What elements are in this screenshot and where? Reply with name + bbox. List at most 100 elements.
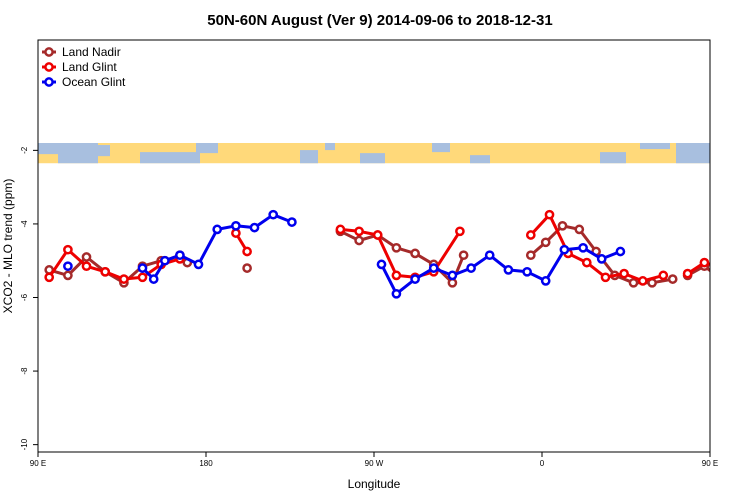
ocean-glint-point-1-0 [137,263,148,273]
ocean-glint-point-2-12 [596,254,607,264]
ocean-glint-point-2-11 [578,242,588,253]
land-nadir-point-4-0 [525,250,536,261]
series-layer [44,209,710,299]
land-nadir-point-3-1 [354,235,364,246]
map-ocean-8 [432,143,450,153]
map-ocean-7 [360,153,385,164]
ocean-glint-point-0-0 [63,261,73,272]
ocean-glint-point-1-3 [175,250,185,261]
x-tick-label-0: 90 E [30,459,46,468]
tick-layer: 90 E 180 90 W 0 90 E -2 -4 -6 -8 -10 [20,146,718,468]
land-nadir-point-3-7 [458,250,469,261]
land-glint-point-0-0 [44,272,55,283]
land-glint-point-2-0 [335,224,346,235]
x-tick-label-1: 180 [199,459,213,468]
x-axis-label: Longitude [348,477,401,491]
land-glint-point-4-1 [699,257,710,268]
land-nadir-point-2-0 [242,263,252,273]
map-ocean-9 [470,155,490,164]
ocean-glint-point-1-4 [193,259,204,270]
map-ocean-11 [640,143,670,150]
land-glint-point-0-3 [100,266,111,277]
map-ocean-1 [58,143,98,164]
land-glint-point-3-4 [600,272,611,283]
land-nadir-point-4-2 [557,220,568,231]
land-glint-point-3-6 [637,276,648,286]
map-ocean-10 [600,152,626,164]
land-glint-point-3-5 [619,268,629,279]
legend-marker-land-nadir [44,47,54,57]
land-glint-point-0-1 [63,244,73,255]
ocean-glint-point-1-5 [212,224,223,235]
land-glint-point-3-3 [581,257,592,268]
ocean-glint-point-2-0 [376,259,387,270]
ocean-glint-point-2-13 [615,246,626,257]
land-glint-point-0-4 [119,274,129,284]
land-glint-point-3-1 [544,209,555,220]
series-ocean-glint [63,209,626,299]
ocean-glint-point-2-8 [522,266,532,277]
x-tick-label-4: 90 E [702,459,718,468]
ocean-glint-point-1-7 [249,222,260,233]
ocean-glint-point-1-9 [287,217,297,227]
land-nadir-point-3-3 [391,242,402,253]
ocean-glint-point-2-10 [559,244,570,255]
land-nadir-point-3-4 [410,248,420,259]
land-glint-point-1-1 [242,246,252,257]
legend-label-ocean-glint: Ocean Glint [62,75,126,89]
y-tick-label-3: -8 [20,367,29,375]
land-nadir-point-4-6 [628,277,639,288]
x-tick-label-3: 0 [540,459,545,468]
ocean-glint-point-2-1 [391,288,402,299]
land-glint-point-4-0 [682,268,693,279]
ocean-glint-point-2-3 [428,263,439,273]
ocean-glint-point-2-6 [484,250,495,261]
land-glint-point-2-6 [455,226,465,237]
map-band [38,143,710,164]
land-glint-point-2-2 [372,230,383,240]
land-glint-point-2-1 [354,226,364,237]
land-glint-point-3-0 [525,230,536,240]
x-tick-label-2: 90 W [365,459,384,468]
y-tick-label-2: -6 [20,293,29,301]
map-ocean-4 [196,143,218,154]
y-tick-label-0: -2 [20,146,29,154]
ocean-glint-point-2-2 [410,274,420,284]
legend-marker-land-glint [44,62,54,72]
ocean-glint-point-2-5 [466,263,476,273]
y-tick-label-1: -4 [20,220,29,228]
map-ocean-12 [676,143,710,164]
ocean-glint-point-1-8 [268,209,279,220]
map-ocean-6 [325,143,335,151]
map-ocean-2 [98,145,110,157]
map-ocean-3 [140,152,200,164]
land-nadir-point-4-1 [540,237,551,248]
land-nadir-point-4-3 [574,224,585,235]
land-glint-point-0-5 [137,272,148,283]
map-ocean-5 [300,150,318,164]
chart-title: 50N-60N August (Ver 9) 2014-09-06 to 201… [207,12,552,29]
ocean-glint-point-2-7 [503,265,514,275]
legend-label-land-glint: Land Glint [62,60,117,74]
land-nadir-point-0-1 [63,270,73,281]
ocean-glint-point-2-4 [447,270,458,281]
land-glint-point-0-2 [81,261,92,272]
y-axis-label: XCO2 - MLO trend (ppm) [1,179,15,314]
map-ocean-0 [38,143,58,155]
series-land-glint [44,209,710,286]
land-glint-point-3-7 [658,270,669,281]
land-nadir-point-4-8 [667,274,678,284]
plot-frame [37,39,711,453]
ocean-glint-line-1 [141,213,293,281]
ocean-glint-point-1-1 [148,274,159,284]
ocean-glint-point-1-6 [231,220,241,231]
y-tick-label-4: -10 [20,438,29,450]
legend-label-land-nadir: Land Nadir [62,45,121,59]
land-glint-point-2-3 [391,270,402,281]
land-nadir-point-0-2 [81,252,92,262]
ocean-glint-point-1-2 [160,255,170,266]
ocean-glint-point-2-9 [540,276,551,286]
land-nadir-point-3-6 [447,277,458,288]
